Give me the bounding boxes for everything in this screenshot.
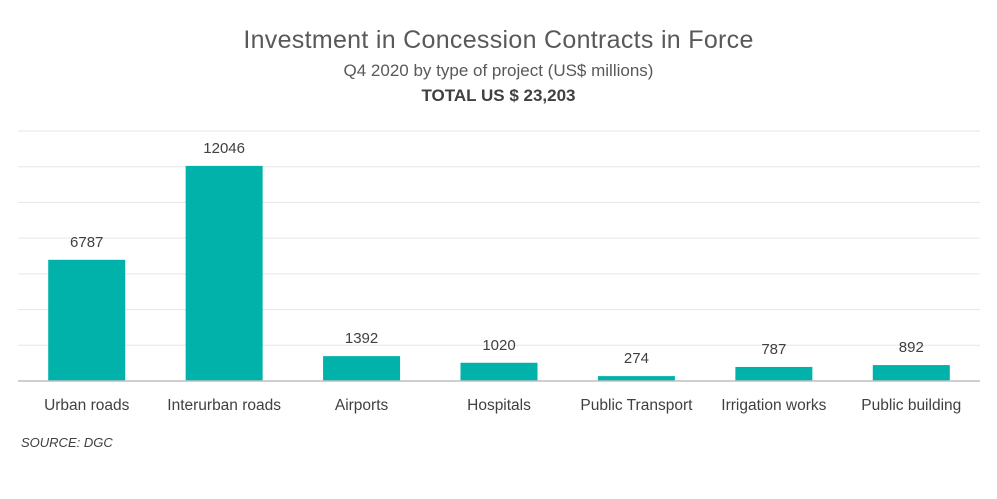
- chart-total-label: TOTAL US $ 23,203: [421, 86, 576, 105]
- bar-irrigation-works: [735, 366, 813, 381]
- x-tick-label: Public Transport: [580, 397, 693, 414]
- data-label: 787: [761, 341, 786, 358]
- bar-airports: [323, 356, 401, 381]
- x-tick-label: Airports: [335, 397, 389, 414]
- data-label: 12046: [203, 140, 245, 157]
- bar-interurban-roads: [185, 165, 263, 381]
- chart-title: Investment in Concession Contracts in Fo…: [243, 26, 754, 54]
- x-tick-label: Hospitals: [467, 397, 531, 414]
- data-label: 6787: [70, 234, 103, 251]
- data-label: 1020: [482, 337, 515, 354]
- data-label: 1392: [345, 330, 378, 347]
- x-tick-label: Irrigation works: [721, 397, 826, 414]
- bar-public-transport: [597, 376, 675, 381]
- source-note: SOURCE: DGC: [21, 435, 113, 450]
- data-label: 892: [899, 339, 924, 356]
- bar-hospitals: [460, 362, 538, 381]
- x-tick-label: Interurban roads: [167, 397, 281, 414]
- bar-urban-roads: [48, 259, 126, 381]
- data-label: 274: [624, 350, 649, 367]
- bar-public-building: [872, 365, 950, 381]
- x-tick-label: Public building: [861, 397, 961, 414]
- chart-subtitle: Q4 2020 by type of project (US$ millions…: [343, 61, 654, 80]
- x-tick-label: Urban roads: [44, 397, 130, 414]
